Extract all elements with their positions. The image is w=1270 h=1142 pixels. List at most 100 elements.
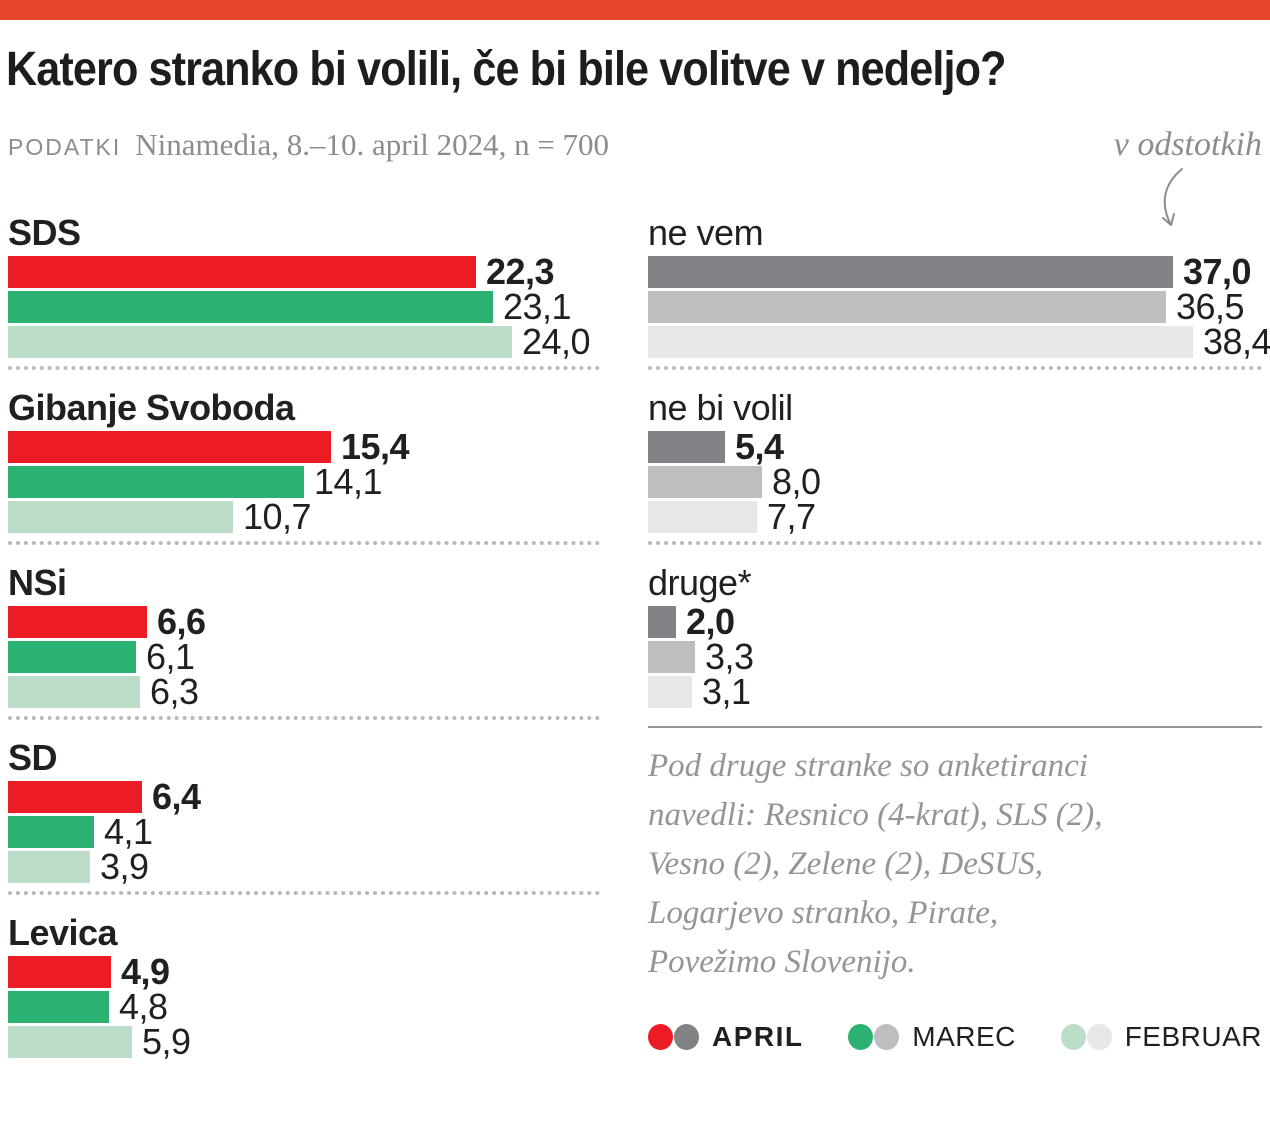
dotted-separator: [8, 716, 600, 720]
bar-februar: [8, 1026, 132, 1058]
bar-row-april: 37,0: [648, 251, 1262, 292]
legend-label: APRIL: [712, 1021, 804, 1052]
bar-value: 4,9: [121, 951, 170, 992]
legend-item-april: APRIL: [648, 1021, 804, 1053]
group-label: ne vem: [648, 212, 764, 253]
group-label: druge*: [648, 562, 752, 603]
bar-april: [648, 431, 725, 463]
bar-value: 8,0: [772, 461, 821, 502]
unit-note: v odstotkih: [1113, 126, 1262, 163]
group-label: ne bi volil: [648, 387, 793, 428]
chart-group-nsi: NSi 6,6 6,1 6,3: [8, 564, 600, 739]
bar-februar: [8, 501, 233, 533]
curved-arrow-icon: [1162, 168, 1183, 226]
legend-label: FEBRUAR: [1124, 1021, 1262, 1052]
bar-row-april: 5,4: [648, 426, 1262, 467]
bar-row-april: 22,3: [8, 251, 600, 292]
dotted-separator: [648, 366, 1262, 370]
footnote-divider: [648, 726, 1262, 728]
bar-marec: [8, 641, 136, 673]
legend: APRIL MAREC FEBRUAR: [648, 1021, 1262, 1053]
bar-april: [648, 256, 1173, 288]
bar-row-april: 6,6: [8, 601, 600, 642]
chart-group-levica: Levica 4,9 4,8 5,9: [8, 914, 600, 1062]
bar-value: 3,9: [100, 846, 149, 887]
bar-value: 6,3: [150, 671, 199, 712]
bar-februar: [8, 851, 90, 883]
bar-april: [8, 956, 111, 988]
bar-row-april: 6,4: [8, 776, 600, 817]
page-title-text: Katero stranko bi volili, če bi bile vol…: [6, 43, 1006, 96]
bar-row-april: 4,9: [8, 951, 600, 992]
bar-row-februar: 3,9: [8, 846, 600, 887]
chart-group-druge: druge* 2,0 3,3 3,1: [648, 562, 1262, 712]
dotted-separator: [8, 541, 600, 545]
legend-dot-icon: [674, 1024, 699, 1050]
legend-dot-icon: [1086, 1024, 1112, 1050]
bar-row-februar: 3,1: [648, 671, 1262, 712]
bar-value: 15,4: [341, 426, 410, 467]
bar-februar: [648, 326, 1193, 358]
bar-marec: [648, 641, 695, 673]
bar-value: 4,1: [104, 811, 153, 852]
bar-value: 5,4: [735, 426, 784, 467]
legend-dot-icon: [1060, 1024, 1086, 1050]
bar-value: 4,8: [119, 986, 168, 1027]
legend-label: MAREC: [912, 1021, 1016, 1052]
bar-value: 3,3: [705, 636, 754, 677]
bar-value: 24,0: [522, 321, 591, 362]
bar-row-marec: 3,3: [648, 636, 1262, 677]
bar-marec: [648, 291, 1166, 323]
chart-group-gibanje-svoboda: Gibanje Svoboda 15,4 14,1 10,7: [8, 389, 600, 564]
bar-row-marec: 23,1: [8, 286, 600, 327]
dotted-separator: [8, 366, 600, 370]
bar-row-april: 15,4: [8, 426, 600, 467]
bar-februar: [648, 676, 692, 708]
bar-marec: [8, 816, 94, 848]
page-title: Katero stranko bi volili, če bi bile vol…: [6, 44, 1262, 96]
bar-value: 10,7: [243, 496, 312, 537]
answers-sections: ne vem 37,0 36,5 38,4 ne bi volil 5,4 8,0 7,7 dr…: [648, 212, 1270, 712]
bar-row-februar: 7,7: [648, 496, 1262, 537]
source-text: Ninamedia, 8.–10. april 2024, n = 700: [135, 127, 610, 162]
bar-row-februar: 24,0: [8, 321, 600, 362]
chart-group-ne-bi-volil: ne bi volil 5,4 8,0 7,7: [648, 389, 1262, 564]
meta-row: PODATKI Ninamedia, 8.–10. april 2024, n …: [8, 126, 1262, 164]
bar-april: [8, 606, 147, 638]
legend-dot-icon: [648, 1024, 673, 1050]
bar-marec: [8, 991, 109, 1023]
group-label: SDS: [8, 212, 81, 253]
bar-row-marec: 14,1: [8, 464, 600, 500]
bar-april: [8, 256, 476, 288]
bar-februar: [8, 676, 140, 708]
bar-value: 6,1: [146, 636, 195, 677]
bar-value: 6,6: [157, 601, 206, 642]
bar-marec: [648, 466, 762, 498]
bar-april: [8, 781, 142, 813]
answers-column: ne vem 37,0 36,5 38,4 ne bi volil 5,4 8,0 7,7 dr…: [648, 212, 1270, 1061]
chart-group-ne-vem: ne vem 37,0 36,5 38,4: [648, 212, 1270, 389]
chart-group-sds: SDS 22,3 23,1 24,0: [8, 214, 600, 389]
bar-value: 36,5: [1176, 286, 1245, 327]
bar-row-februar: 38,4: [648, 324, 1270, 360]
chart: SDS 22,3 23,1 24,0 Gibanje Svoboda 15,4 14,1 10…: [8, 212, 1270, 1061]
bar-row-marec: 6,1: [8, 636, 600, 677]
bar-value: 23,1: [503, 286, 572, 327]
bar-value: 37,0: [1183, 251, 1252, 292]
bar-value: 22,3: [486, 251, 555, 292]
bar-value: 7,7: [767, 496, 816, 537]
bar-value: 5,9: [142, 1021, 191, 1062]
legend-dot-icon: [874, 1024, 900, 1050]
bar-februar: [648, 501, 757, 533]
bar-value: 3,1: [702, 671, 751, 712]
bar-value: 6,4: [152, 776, 201, 817]
parties-column: SDS 22,3 23,1 24,0 Gibanje Svoboda 15,4 14,1 10…: [8, 214, 600, 1061]
group-label: SD: [8, 737, 58, 778]
bar-april: [8, 431, 331, 463]
bar-row-marec: 8,0: [648, 461, 1262, 502]
bar-row-marec: 4,1: [8, 811, 600, 852]
bar-februar: [8, 326, 512, 358]
chart-group-sd: SD 6,4 4,1 3,9: [8, 739, 600, 914]
bar-row-april: 2,0: [648, 604, 1262, 640]
legend-dot-icon: [848, 1024, 874, 1050]
